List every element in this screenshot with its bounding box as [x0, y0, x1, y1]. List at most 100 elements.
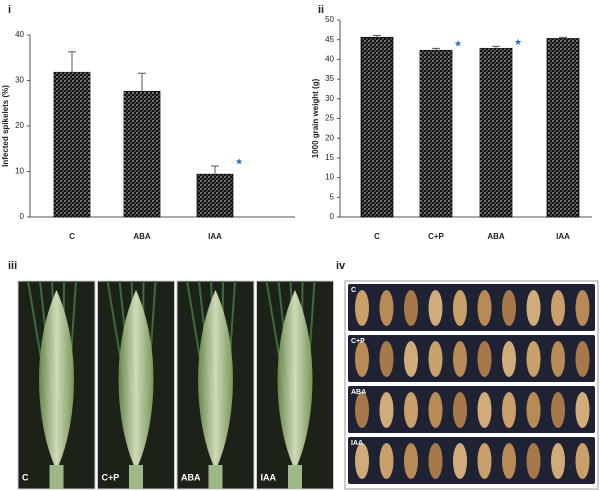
spike [39, 290, 74, 470]
grain [453, 443, 467, 479]
grain [355, 443, 369, 479]
y-tick-label: 20 [325, 133, 334, 142]
grain [551, 290, 565, 326]
error-bar [138, 72, 146, 92]
grain [355, 392, 369, 428]
stem [49, 465, 64, 489]
spike [198, 290, 233, 470]
grain [453, 341, 467, 377]
error-bar [211, 165, 219, 175]
grain [428, 341, 443, 377]
grain [502, 341, 516, 377]
grain [355, 290, 369, 326]
error-bar [492, 45, 500, 49]
x-tick-label: C [374, 232, 380, 241]
grain [477, 290, 492, 326]
y-tick-label: 25 [325, 114, 334, 123]
bar [479, 47, 513, 218]
grain [502, 443, 516, 479]
grain [575, 341, 590, 377]
grain [551, 443, 565, 479]
significance-marker: ★ [454, 39, 462, 49]
y-tick-label: 5 [330, 192, 335, 201]
y-tick-label: 30 [15, 76, 24, 85]
y-tick-label: 35 [325, 74, 334, 83]
stem [208, 465, 223, 489]
grain [575, 443, 590, 479]
grain [502, 392, 516, 428]
x-tick-label: IAA [556, 232, 570, 241]
grain [575, 392, 590, 428]
x-tick-label: C+P [428, 232, 444, 241]
y-tick-label: 10 [15, 167, 24, 176]
grain [379, 443, 394, 479]
bar [123, 91, 161, 218]
y-tick-label: 40 [15, 30, 24, 39]
stem [129, 465, 143, 489]
stem [288, 465, 302, 489]
y-tick-label: 10 [325, 173, 334, 182]
grain [526, 392, 541, 428]
significance-marker: ★ [235, 156, 243, 166]
error-bar [432, 47, 440, 51]
error-bar [559, 36, 567, 39]
panel-label: iii [8, 260, 17, 272]
grain [404, 392, 418, 428]
grain [355, 341, 369, 377]
y-tick-label: 20 [15, 121, 24, 130]
bar [360, 36, 394, 218]
grain [453, 392, 467, 428]
grain-label: C [351, 287, 356, 294]
grain [404, 290, 418, 326]
error-bar [68, 51, 76, 73]
grain [575, 290, 590, 326]
grain [428, 290, 443, 326]
grain [428, 443, 443, 479]
grain [379, 392, 394, 428]
grain-label: IAA [351, 440, 363, 447]
grain [404, 443, 418, 479]
grain [379, 290, 394, 326]
x-tick-label: ABA [133, 232, 151, 241]
photo-label: IAA [261, 472, 277, 482]
grain [526, 290, 541, 326]
bar [419, 49, 453, 218]
y-tick-label: 50 [325, 15, 334, 24]
error-bar [373, 34, 381, 38]
x-tick-label: ABA [487, 232, 505, 241]
x-tick-label: C [69, 232, 75, 241]
grain-label: ABA [351, 389, 366, 396]
grain [551, 341, 565, 377]
bar [196, 173, 234, 218]
y-tick-label: 15 [325, 153, 334, 162]
panel-label: i [8, 4, 11, 16]
grain [404, 341, 418, 377]
photo-label: C+P [102, 472, 120, 482]
significance-marker: ★ [514, 37, 522, 47]
grain [477, 443, 492, 479]
grain [477, 341, 492, 377]
y-tick-label: 30 [325, 94, 334, 103]
grain [551, 392, 565, 428]
y-axis-label: 1000 grain weight (g) [311, 78, 320, 158]
bar [546, 38, 580, 218]
photo-label: ABA [181, 472, 201, 482]
grain [526, 443, 541, 479]
y-tick-label: 45 [325, 35, 334, 44]
panel-label: ii [318, 4, 324, 16]
y-tick-label: 0 [330, 212, 335, 221]
bar [53, 71, 91, 218]
grain-label: C+P [351, 338, 365, 345]
panel-label: iv [336, 260, 346, 272]
grain [526, 341, 541, 377]
grain [477, 392, 492, 428]
y-tick-label: 0 [20, 212, 25, 221]
y-tick-label: 40 [325, 55, 334, 64]
grain [453, 290, 467, 326]
spike [118, 290, 154, 470]
grain [379, 341, 394, 377]
photo-label: C [22, 472, 29, 482]
spike [277, 290, 313, 470]
grain [428, 392, 443, 428]
